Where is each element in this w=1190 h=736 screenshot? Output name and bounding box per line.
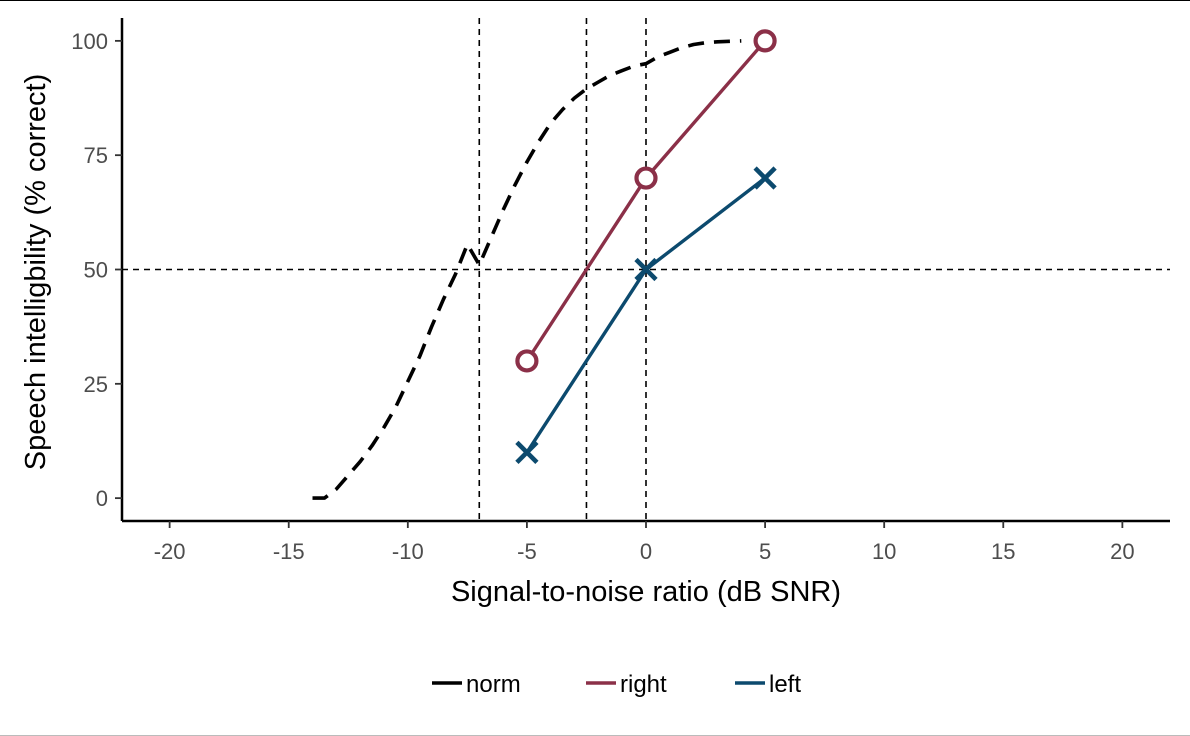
x-tick-label: 15 [991, 539, 1015, 564]
point-right [515, 349, 539, 373]
legend-label-right: right [620, 671, 667, 698]
cross-stroke [634, 257, 658, 282]
x-tick-label: 0 [640, 539, 652, 564]
series-layer [312, 29, 777, 500]
x-tick-label: -15 [273, 539, 305, 564]
x-tick-label: -20 [154, 539, 186, 564]
y-axis-title: Speech intelligbility (% correct) [20, 74, 52, 470]
y-tick-label: 75 [84, 143, 108, 168]
y-tick-label: 50 [84, 258, 108, 283]
x-tick-label: -10 [392, 539, 424, 564]
point-left [634, 257, 658, 282]
y-tick-label: 25 [84, 372, 108, 397]
point-right [634, 166, 658, 190]
reference-lines [122, 18, 1170, 521]
legend-item-right: right [586, 671, 667, 698]
x-tick-label: 20 [1110, 539, 1134, 564]
cross-stroke [515, 440, 539, 465]
y-tick-label: 100 [71, 29, 108, 54]
cross-stroke [753, 166, 777, 190]
legend: norm right left [432, 671, 801, 698]
x-tick-label: 10 [872, 539, 896, 564]
legend-label-norm: norm [466, 671, 521, 698]
legend-item-norm: norm [432, 671, 521, 698]
series-line-norm [312, 39, 742, 500]
legend-item-left: left [735, 671, 801, 698]
y-tick-label: 0 [96, 486, 108, 511]
axes: -20 -15 -10 -5 0 5 10 15 20 0 25 50 75 100 [71, 18, 1170, 564]
point-left [753, 166, 777, 190]
legend-label-left: left [769, 671, 801, 698]
x-tick-label: 5 [759, 539, 771, 564]
top-border [0, 0, 1190, 1]
point-left [515, 440, 539, 465]
x-tick-label: -5 [517, 539, 537, 564]
x-axis-title: Signal-to-noise ratio (dB SNR) [451, 576, 841, 608]
point-right [753, 29, 777, 53]
